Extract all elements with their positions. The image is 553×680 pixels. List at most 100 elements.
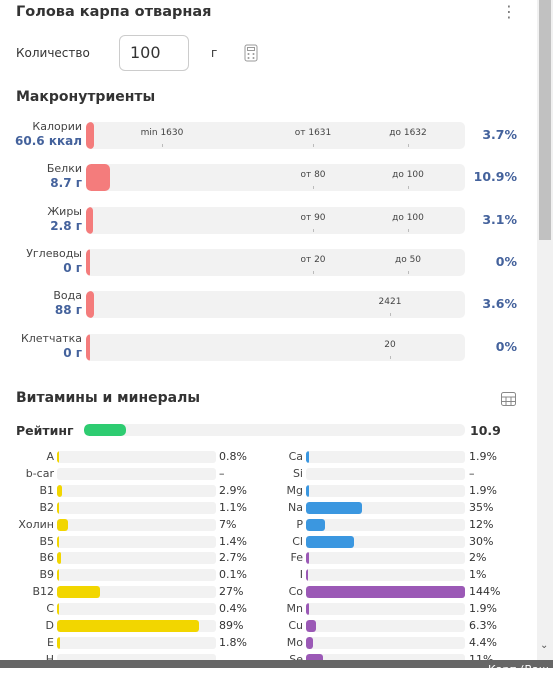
micro-name: B2 bbox=[39, 500, 54, 514]
percent: 1.9% bbox=[469, 602, 497, 616]
bar bbox=[86, 206, 93, 234]
range-marker: до 1632 bbox=[389, 128, 427, 138]
range-tick bbox=[390, 355, 391, 359]
percent: 10.9% bbox=[473, 169, 517, 185]
bar bbox=[306, 501, 362, 514]
micro-name: Mg bbox=[286, 483, 303, 497]
percent: – bbox=[219, 466, 225, 480]
bar bbox=[57, 535, 60, 548]
menu-button[interactable]: ⋮ bbox=[501, 2, 517, 21]
range-tick bbox=[390, 313, 391, 317]
micro-name: Si bbox=[292, 466, 303, 480]
bar-track: от 80 до 100 bbox=[86, 164, 465, 192]
percent: 27% bbox=[219, 585, 244, 599]
range-tick bbox=[408, 228, 409, 232]
percent: 2% bbox=[469, 551, 487, 565]
range-marker: до 100 bbox=[392, 170, 424, 181]
scroll-arrow[interactable]: ⌄ bbox=[540, 640, 549, 651]
bar bbox=[57, 518, 69, 531]
section-title: Макронутриенты bbox=[16, 89, 156, 105]
micro-name: B9 bbox=[39, 568, 54, 582]
bar-track: 2421 bbox=[86, 291, 465, 319]
micro-name: C bbox=[46, 602, 54, 616]
bar bbox=[306, 586, 465, 599]
micro-name: B6 bbox=[39, 551, 54, 565]
nutrient-name: Калории bbox=[32, 120, 82, 133]
bar-track bbox=[306, 586, 465, 599]
percent: 1.8% bbox=[219, 635, 247, 649]
bar-track: 20 bbox=[86, 333, 465, 361]
bar bbox=[306, 552, 310, 565]
micro-name: B5 bbox=[39, 534, 54, 548]
bar-track: от 90 до 100 bbox=[86, 206, 465, 234]
range-tick bbox=[313, 228, 314, 232]
range-tick bbox=[408, 144, 409, 147]
nutrient-name: Углеводы bbox=[26, 246, 82, 260]
range-tick bbox=[313, 186, 314, 190]
bar bbox=[306, 484, 310, 497]
micro-name: H bbox=[45, 652, 54, 660]
percent: 2.7% bbox=[219, 551, 247, 565]
percent: 6.3% bbox=[469, 619, 497, 632]
bar-track bbox=[306, 636, 465, 649]
micro-name: B12 bbox=[32, 585, 54, 599]
scrollbar-thumb[interactable] bbox=[539, 0, 551, 240]
bar bbox=[57, 569, 59, 582]
bar-track bbox=[306, 653, 465, 660]
bar bbox=[306, 518, 326, 531]
title: Голова карпа отварная bbox=[16, 4, 212, 20]
percent: 0.8% bbox=[219, 450, 247, 463]
percent: 7% bbox=[219, 517, 237, 531]
nutrient-name: Вода bbox=[53, 289, 82, 303]
bar bbox=[86, 122, 95, 149]
percent: 0.4% bbox=[219, 602, 247, 616]
bar-track bbox=[306, 620, 465, 632]
percent: 3.6% bbox=[482, 296, 517, 312]
percent: 89% bbox=[219, 619, 244, 632]
bar bbox=[57, 552, 62, 565]
calculator-icon[interactable] bbox=[244, 44, 258, 62]
bar bbox=[57, 603, 59, 616]
percent: 144% bbox=[469, 585, 501, 599]
bar-track bbox=[57, 603, 216, 616]
bar bbox=[306, 653, 324, 660]
micro-name: B1 bbox=[39, 483, 54, 497]
bar-track bbox=[57, 636, 216, 649]
percent: 0% bbox=[495, 338, 517, 354]
micro-name: Холин bbox=[18, 517, 54, 531]
micro-name: Ca bbox=[288, 450, 303, 463]
section-title: Витамины и минералы bbox=[16, 390, 200, 406]
percent: 1% bbox=[469, 568, 487, 582]
quantity-input[interactable]: 100 bbox=[119, 35, 189, 71]
micro-name: P bbox=[296, 517, 303, 531]
nutrient-name: Жиры bbox=[47, 204, 82, 218]
bar-track: min 1630 от 1631 до 1632 bbox=[86, 122, 465, 149]
rating-label: Рейтинг bbox=[16, 423, 74, 438]
percent: 12% bbox=[469, 517, 494, 531]
nutrient-amount: 2.8 г bbox=[50, 218, 82, 233]
rating-value: 10.9 bbox=[470, 423, 501, 438]
nutrient-name: Клетчатка bbox=[20, 331, 82, 345]
scrollbar[interactable]: ⌄ bbox=[537, 0, 553, 660]
micro-name: Mo bbox=[286, 635, 303, 649]
bar-track bbox=[57, 653, 216, 660]
percent: 4.4% bbox=[469, 635, 497, 649]
percent: 30% bbox=[469, 534, 494, 548]
nutrient-amount: 0 г bbox=[63, 345, 82, 360]
table-icon[interactable] bbox=[501, 392, 516, 406]
percent: 11% bbox=[469, 652, 494, 660]
micro-name: Na bbox=[288, 500, 303, 514]
bar-track bbox=[57, 569, 216, 582]
footer-bar bbox=[0, 660, 553, 668]
bar-track bbox=[57, 501, 216, 514]
bar-track bbox=[57, 451, 216, 463]
micro-name: Se bbox=[289, 652, 303, 660]
bar bbox=[306, 569, 308, 582]
range-tick bbox=[313, 144, 314, 147]
percent: 1.1% bbox=[219, 500, 247, 514]
bar bbox=[306, 535, 354, 548]
range-marker: от 80 bbox=[300, 170, 326, 181]
range-marker: до 50 bbox=[394, 254, 422, 265]
rating-track bbox=[84, 424, 465, 436]
